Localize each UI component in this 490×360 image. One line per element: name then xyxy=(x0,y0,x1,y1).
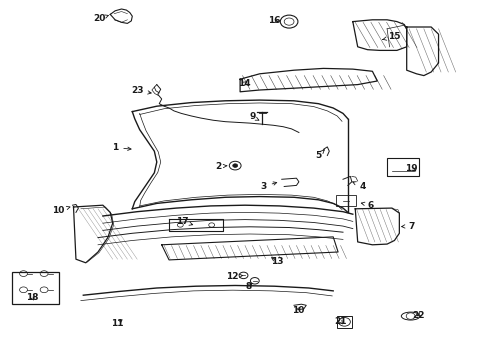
Text: 19: 19 xyxy=(405,164,418,173)
Circle shape xyxy=(229,161,241,170)
Text: 6: 6 xyxy=(361,201,374,210)
Text: 18: 18 xyxy=(25,292,38,301)
Text: 4: 4 xyxy=(353,182,366,191)
Text: 2: 2 xyxy=(215,162,227,171)
Circle shape xyxy=(280,15,298,28)
Bar xyxy=(337,316,352,328)
Text: 10: 10 xyxy=(292,306,304,315)
Text: 10: 10 xyxy=(51,206,70,215)
Text: 14: 14 xyxy=(238,79,250,88)
Ellipse shape xyxy=(401,312,420,320)
Text: 16: 16 xyxy=(268,16,281,25)
Bar xyxy=(12,272,59,304)
Text: 9: 9 xyxy=(249,112,259,121)
Text: 21: 21 xyxy=(334,317,347,325)
Bar xyxy=(336,195,356,206)
Circle shape xyxy=(233,164,238,167)
Circle shape xyxy=(339,318,350,326)
Text: 11: 11 xyxy=(111,319,124,328)
Text: 3: 3 xyxy=(261,182,277,191)
Text: 1: 1 xyxy=(112,143,131,152)
Circle shape xyxy=(250,278,259,284)
Bar xyxy=(387,158,419,176)
Text: 8: 8 xyxy=(246,282,252,291)
Text: 15: 15 xyxy=(383,32,401,41)
Circle shape xyxy=(239,272,248,279)
Text: 23: 23 xyxy=(131,86,151,95)
Text: 20: 20 xyxy=(93,14,108,23)
Text: 17: 17 xyxy=(176,217,193,226)
Text: 22: 22 xyxy=(413,310,425,320)
Text: 13: 13 xyxy=(270,256,283,265)
Text: 7: 7 xyxy=(402,222,415,231)
Text: 5: 5 xyxy=(316,150,324,160)
Text: 12: 12 xyxy=(226,272,243,281)
